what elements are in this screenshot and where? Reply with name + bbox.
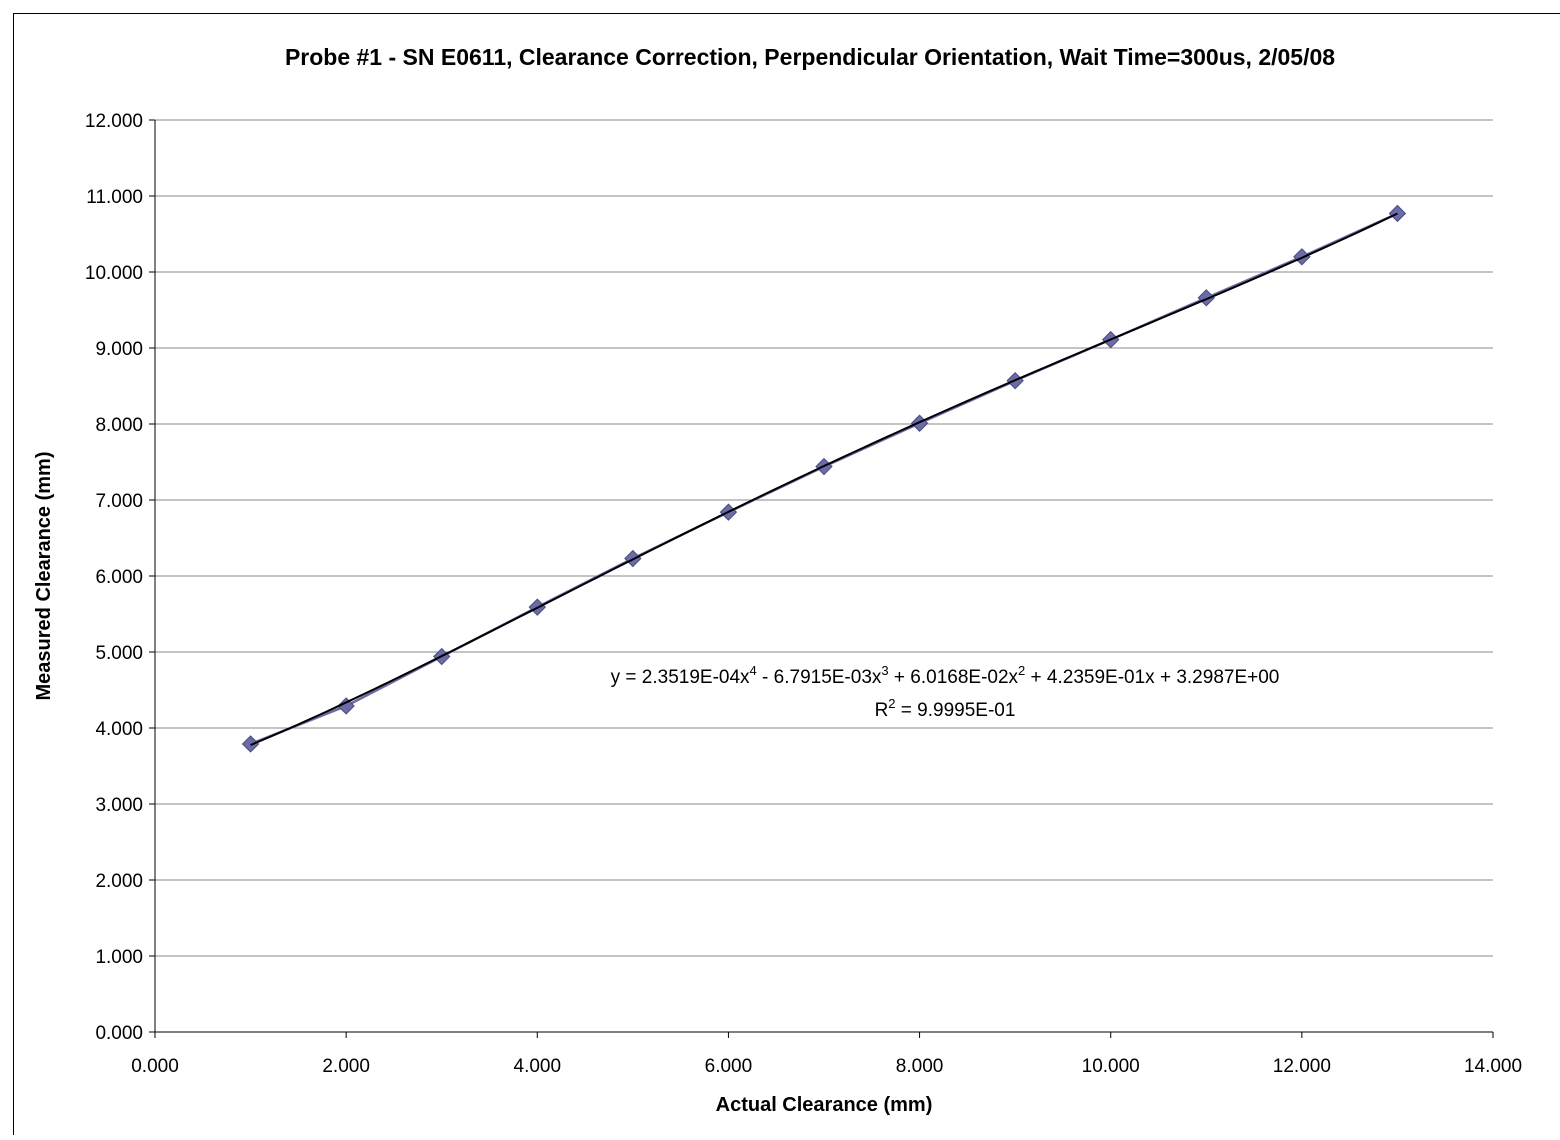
- x-axis-title: Actual Clearance (mm): [716, 1094, 933, 1116]
- y-tick-label: 12.000: [85, 111, 143, 132]
- y-tick-label: 11.000: [86, 187, 143, 208]
- x-tick-label: 12.000: [1273, 1056, 1331, 1077]
- x-tick-label: 2.000: [322, 1056, 370, 1077]
- y-tick-label: 0.000: [95, 1023, 143, 1044]
- y-tick-label: 3.000: [95, 795, 143, 816]
- y-tick-label: 5.000: [95, 643, 143, 664]
- y-tick-label: 6.000: [95, 567, 143, 588]
- chart-border: [14, 14, 1560, 1136]
- chart-title: Probe #1 - SN E0611, Clearance Correctio…: [285, 44, 1335, 70]
- trendline-equation: y = 2.3519E-04x4 - 6.7915E-03x3 + 6.0168…: [611, 663, 1280, 688]
- x-tick-label: 6.000: [705, 1056, 753, 1077]
- y-tick-label: 9.000: [95, 339, 143, 360]
- y-tick-label: 7.000: [95, 491, 143, 512]
- x-tick-label: 10.000: [1082, 1056, 1140, 1077]
- y-tick-label: 10.000: [85, 263, 143, 284]
- y-tick-label: 8.000: [95, 415, 143, 436]
- y-tick-label: 1.000: [95, 947, 143, 968]
- x-tick-label: 0.000: [131, 1056, 179, 1077]
- x-tick-label: 14.000: [1464, 1056, 1522, 1077]
- x-tick-label: 4.000: [514, 1056, 562, 1077]
- y-tick-label: 2.000: [95, 871, 143, 892]
- r-squared-label: R2 = 9.9995E-01: [875, 696, 1016, 721]
- y-axis-title: Measured Clearance (mm): [33, 452, 55, 701]
- y-tick-label: 4.000: [95, 719, 143, 740]
- x-tick-label: 8.000: [896, 1056, 944, 1077]
